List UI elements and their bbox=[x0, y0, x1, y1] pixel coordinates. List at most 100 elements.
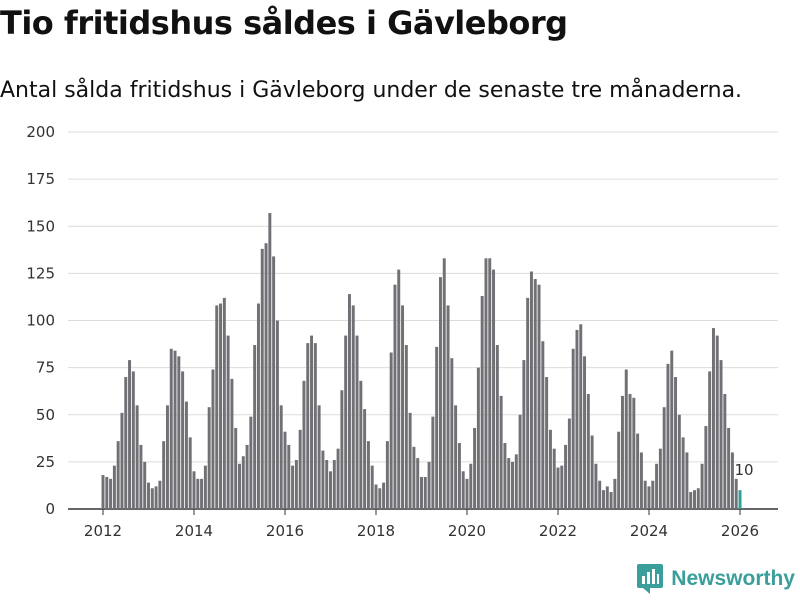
bar bbox=[605, 486, 609, 509]
bar bbox=[211, 369, 215, 509]
brand-name: Newsworthy bbox=[671, 567, 795, 590]
bar bbox=[347, 294, 351, 509]
bar bbox=[370, 465, 374, 509]
y-tick-label: 125 bbox=[26, 264, 55, 282]
newsworthy-logo: Newsworthy bbox=[637, 564, 795, 594]
y-tick-label: 0 bbox=[45, 500, 55, 518]
bar bbox=[416, 458, 420, 509]
bar bbox=[169, 348, 173, 509]
bar bbox=[564, 444, 568, 509]
bar bbox=[226, 335, 230, 509]
bar bbox=[643, 480, 647, 509]
bar bbox=[662, 407, 666, 509]
bar bbox=[457, 443, 461, 509]
bar bbox=[617, 431, 621, 509]
bar bbox=[602, 490, 605, 509]
y-tick-label: 50 bbox=[36, 406, 55, 424]
bar bbox=[234, 427, 238, 509]
bar bbox=[442, 258, 446, 509]
bar bbox=[188, 437, 192, 509]
bar bbox=[670, 350, 674, 509]
bar bbox=[184, 401, 188, 509]
bar bbox=[473, 427, 477, 509]
bar bbox=[609, 492, 613, 509]
bar bbox=[135, 405, 139, 509]
bar bbox=[719, 360, 723, 509]
bar bbox=[298, 429, 302, 509]
bar bbox=[511, 461, 514, 509]
bar bbox=[351, 305, 355, 509]
bar bbox=[693, 490, 696, 509]
bar bbox=[154, 486, 158, 509]
bar bbox=[143, 461, 147, 509]
bar bbox=[359, 380, 363, 509]
bar bbox=[529, 271, 533, 509]
bar bbox=[651, 480, 655, 509]
bar bbox=[658, 448, 662, 509]
bar bbox=[427, 461, 431, 509]
bar bbox=[192, 471, 196, 509]
bar bbox=[385, 441, 389, 509]
x-tick-label: 2020 bbox=[448, 522, 486, 540]
chart-subtitle: Antal sålda fritidshus i Gävleborg under… bbox=[0, 78, 743, 103]
bar bbox=[499, 395, 503, 509]
bar bbox=[287, 444, 291, 509]
bar bbox=[139, 444, 143, 509]
bar bbox=[162, 441, 166, 509]
bar bbox=[704, 426, 708, 509]
bar bbox=[401, 305, 405, 509]
bar bbox=[264, 243, 268, 509]
y-tick-label: 100 bbox=[26, 312, 55, 330]
bar bbox=[131, 371, 135, 509]
bar bbox=[150, 488, 154, 509]
bar bbox=[514, 454, 518, 509]
bar bbox=[571, 348, 575, 509]
bar bbox=[275, 320, 279, 509]
bar bbox=[567, 418, 571, 509]
bar bbox=[639, 452, 643, 509]
bar bbox=[681, 437, 685, 509]
bar bbox=[147, 482, 150, 509]
bar bbox=[552, 448, 556, 509]
bar bbox=[727, 427, 731, 509]
bar bbox=[613, 478, 617, 509]
bar bbox=[291, 465, 295, 509]
latest-value-label: 10 bbox=[734, 461, 753, 479]
bar bbox=[495, 345, 499, 509]
bar bbox=[355, 335, 359, 509]
y-axis: 0 25 50 75 100 125 150 175 200 bbox=[26, 123, 55, 518]
bar bbox=[484, 258, 488, 509]
bar bbox=[260, 248, 264, 509]
x-tick-label: 2024 bbox=[630, 522, 668, 540]
bar bbox=[317, 405, 321, 509]
bar bbox=[431, 416, 435, 509]
bar bbox=[469, 463, 473, 509]
bar bbox=[283, 431, 287, 509]
bar bbox=[548, 429, 552, 509]
bar bbox=[708, 371, 712, 509]
x-tick-label: 2012 bbox=[84, 522, 122, 540]
bar bbox=[238, 463, 241, 509]
bars: 10 bbox=[101, 213, 754, 509]
bar bbox=[344, 335, 348, 509]
bar bbox=[116, 441, 120, 509]
bar bbox=[545, 377, 549, 509]
bar bbox=[321, 450, 325, 509]
bar bbox=[363, 409, 367, 509]
bar bbox=[537, 284, 541, 509]
x-tick-label: 2016 bbox=[266, 522, 304, 540]
bar bbox=[420, 476, 423, 509]
bar bbox=[488, 258, 492, 509]
bar bbox=[723, 394, 727, 509]
bar bbox=[454, 405, 458, 509]
bar-latest bbox=[738, 490, 742, 509]
bar bbox=[492, 269, 496, 509]
bar bbox=[249, 416, 253, 509]
bar bbox=[620, 395, 624, 509]
bar bbox=[590, 435, 594, 509]
x-tick-label: 2026 bbox=[721, 522, 759, 540]
bar bbox=[522, 360, 526, 509]
bar bbox=[313, 343, 317, 509]
bar bbox=[408, 412, 412, 509]
bar bbox=[556, 467, 560, 509]
